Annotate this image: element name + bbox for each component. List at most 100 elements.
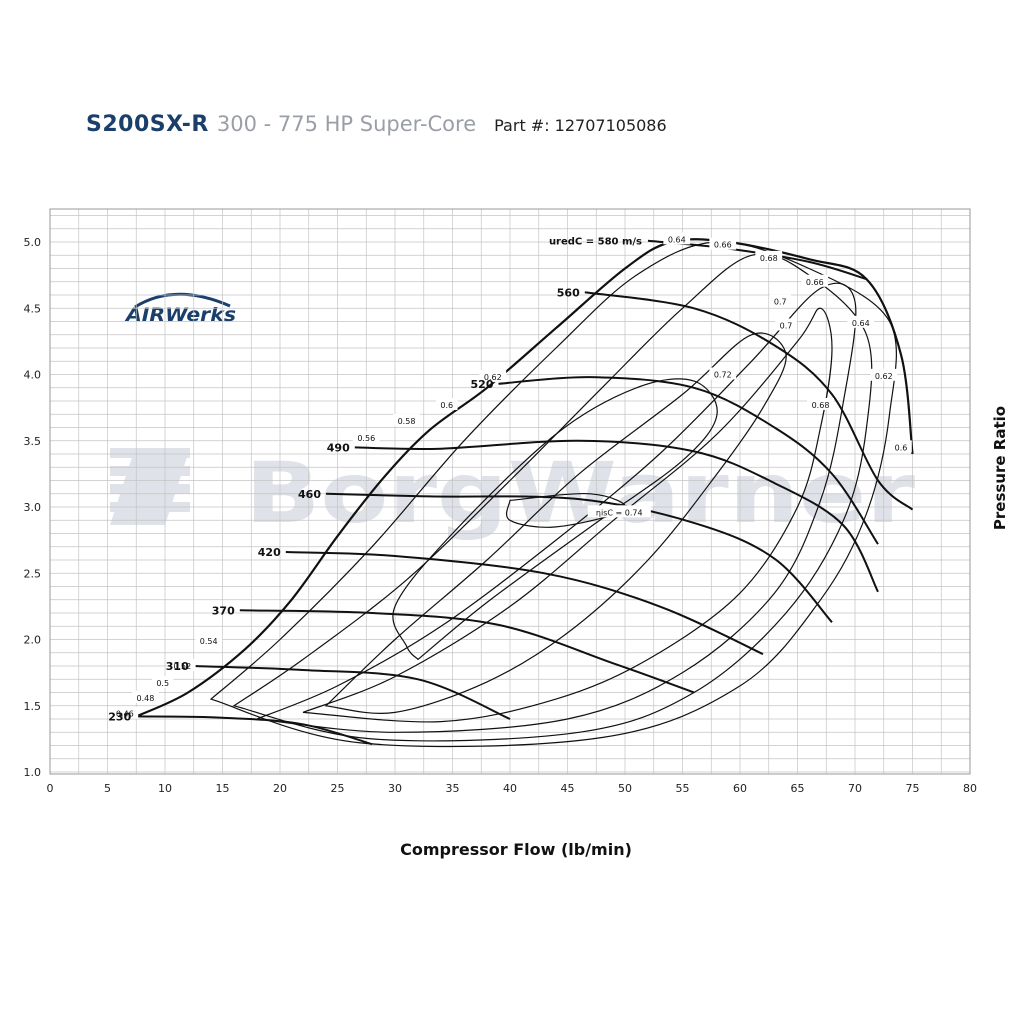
speed-line (325, 492, 833, 623)
efficiency-label: 0.66 (714, 241, 732, 250)
efficiency-label-bg (807, 397, 834, 410)
x-tick-label: 10 (158, 782, 172, 795)
y-axis-title: Pressure Ratio (991, 406, 1009, 530)
x-tick-label: 35 (446, 782, 460, 795)
efficiency-label: 0.52 (173, 662, 191, 671)
efficiency-label: 0.64 (852, 319, 870, 328)
y-tick-label: 4.5 (24, 302, 42, 315)
x-tick-label: 80 (963, 782, 977, 795)
chart-grid (49, 208, 971, 775)
airwerks-logo: AIRWerks (124, 292, 236, 326)
borgwarner-watermark-text: BorgWarner (245, 444, 916, 542)
efficiency-label: 0.72 (714, 371, 732, 380)
efficiency-label: 0.6 (895, 443, 908, 452)
y-tick-label: 3.0 (24, 501, 42, 514)
efficiency-label: 0.7 (774, 298, 787, 307)
efficiency-label-bg (195, 633, 223, 646)
y-tick-label: 1.5 (24, 700, 42, 713)
x-tick-label: 45 (561, 782, 575, 795)
y-tick-label: 1.0 (24, 766, 42, 779)
y-tick-label: 4.0 (24, 369, 42, 382)
speed-line (354, 439, 879, 593)
speed-lines (136, 239, 914, 746)
efficiency-label-bg (151, 676, 174, 689)
chart-header: S200SX-R 300 - 775 HP Super-Core Part #: 1… (86, 112, 667, 137)
efficiency-label-bg (168, 659, 196, 671)
speed-line (193, 665, 511, 720)
x-tick-label: 70 (848, 782, 862, 795)
x-tick-label: 75 (906, 782, 920, 795)
efficiency-label: 0.5 (156, 679, 169, 688)
speed-label: 490 (327, 441, 350, 454)
efficiency-contour (209, 241, 897, 748)
efficiency-label: 0.62 (875, 372, 893, 381)
airwerks-logo-text: AIRWerks (124, 304, 236, 326)
x-tick-label: 25 (331, 782, 345, 795)
efficiency-label-bg (393, 413, 420, 426)
efficiency-contour (302, 307, 833, 723)
speed-label: 310 (166, 660, 189, 673)
x-tick-label: 20 (273, 782, 287, 795)
efficiency-label: 0.46 (116, 710, 134, 719)
efficiency-label-bg (890, 440, 912, 453)
part-number: Part #: 12707105086 (494, 116, 667, 135)
x-tick-label: 5 (104, 782, 111, 795)
efficiency-label: 0.58 (398, 417, 416, 426)
efficiency-label: 0.68 (812, 401, 830, 410)
efficiency-label: 0.54 (200, 637, 218, 646)
efficiency-label-bg (111, 706, 139, 719)
speed-label: 520 (471, 378, 494, 391)
speed-label: uredC = 580 m/s (549, 237, 642, 248)
efficiency-label-bg (435, 397, 458, 410)
efficiency-label-bg (769, 294, 792, 307)
speed-line (285, 551, 764, 656)
efficiency-label-bg (870, 368, 898, 381)
speed-label: 560 (557, 286, 580, 299)
borgwarner-mark-icon (110, 448, 190, 525)
efficiency-label-bg (132, 690, 159, 703)
y-tick-label: 3.5 (24, 435, 42, 448)
y-tick-label: 5.0 (24, 236, 42, 249)
efficiency-label-bg (479, 370, 507, 383)
plot-frame (49, 208, 971, 775)
efficiency-label-bg (352, 431, 380, 444)
speed-line (584, 291, 914, 511)
speed-line (239, 609, 695, 694)
speed-line (136, 715, 373, 746)
efficiency-label: 0.48 (137, 694, 155, 703)
x-tick-label: 30 (388, 782, 402, 795)
x-tick-label: 15 (216, 782, 230, 795)
efficiency-label: 0.66 (806, 278, 824, 287)
efficiency-label: 0.68 (760, 254, 778, 263)
speed-label: 460 (298, 488, 321, 501)
efficiency-label-bg (801, 274, 829, 287)
efficiency-label: 0.7 (780, 321, 793, 330)
efficiency-label-bg (847, 315, 875, 328)
efficiency-label: 0.62 (484, 373, 502, 382)
speed-line (498, 376, 879, 545)
speed-label: 230 (108, 710, 131, 723)
speed-labels: 230 310 370 420 460 490 520 560 uredC = 580 m/s (108, 237, 642, 724)
x-axis-title: Compressor Flow (lb/min) (400, 840, 632, 859)
efficiency-label: 0.56 (357, 434, 375, 443)
surge-line-path (135, 238, 914, 718)
speed-label: 420 (258, 546, 281, 559)
x-tick-label: 55 (676, 782, 690, 795)
efficiency-label-bg (755, 250, 783, 263)
surge-line (135, 238, 914, 718)
efficiency-contour (324, 332, 787, 714)
efficiency-contour (392, 378, 718, 661)
efficiency-label-bg (775, 318, 797, 331)
axis-ticks: 0 5 10 15 20 25 30 35 40 45 50 55 60 65 70 75 80 1.0 1.5 2.… (24, 236, 978, 795)
x-tick-label: 60 (733, 782, 747, 795)
efficiency-label-bg (587, 505, 651, 518)
efficiency-label-bg (709, 237, 737, 250)
efficiency-label: 0.6 (440, 401, 453, 410)
y-tick-label: 2.5 (24, 567, 42, 580)
efficiency-label: 0.64 (668, 235, 686, 244)
x-tick-label: 40 (503, 782, 517, 795)
efficiency-label-bg (663, 232, 691, 245)
speed-label: 370 (212, 604, 235, 617)
efficiency-labels: 0.460.480.5 0.52 0.54 0.56 0.58 0.6 0.62 0.64 0.… (111, 232, 912, 719)
